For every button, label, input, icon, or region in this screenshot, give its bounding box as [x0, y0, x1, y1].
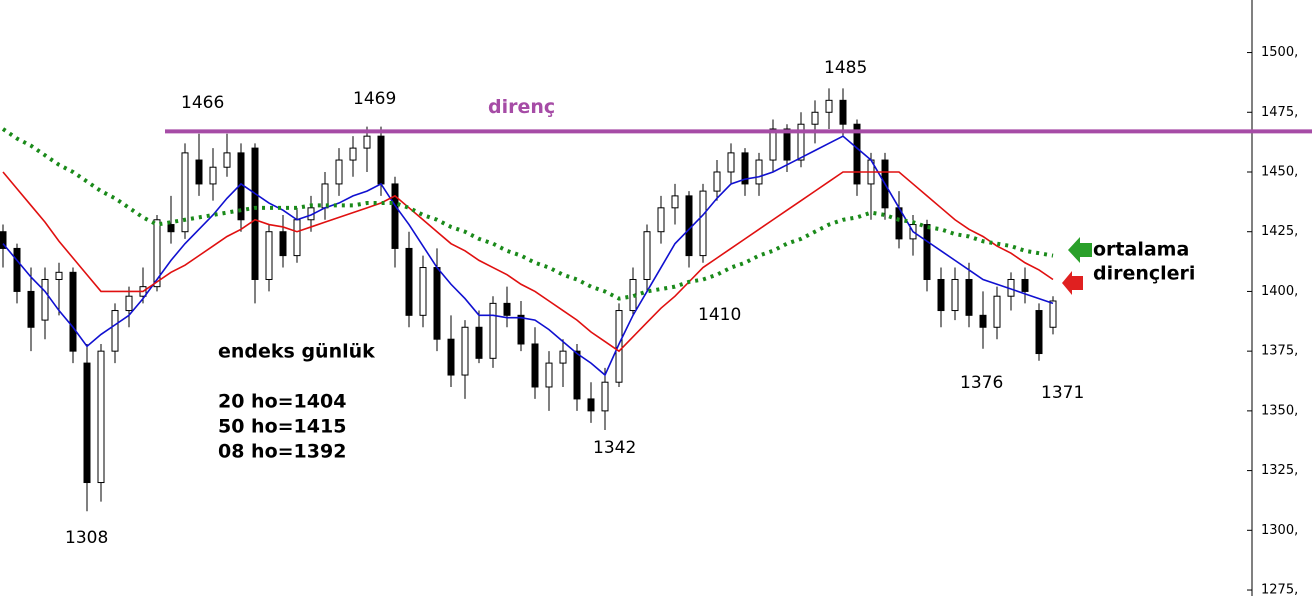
candle-body [853, 123, 861, 185]
y-tick-label: 1475, [1261, 105, 1298, 120]
candle-body [615, 310, 623, 383]
green-arrow [1068, 237, 1092, 263]
candle-body [433, 267, 441, 340]
candle-body [97, 350, 105, 484]
candle-body [223, 152, 231, 168]
candle-body [965, 278, 973, 316]
candle-body [41, 278, 49, 321]
candle-body [125, 295, 133, 312]
candle-body [111, 310, 119, 352]
candle-body [699, 190, 707, 257]
plot-area [0, 88, 1057, 512]
peak-label: 1469 [353, 89, 396, 109]
moving-average [2, 171, 1054, 353]
y-tick-label: 1450, [1261, 164, 1298, 179]
red-arrow [1062, 271, 1083, 295]
y-tick-label: 1350, [1261, 403, 1298, 418]
candle-body [335, 159, 343, 185]
candle-body [251, 147, 259, 280]
candle-body [377, 135, 385, 185]
y-tick-label: 1500, [1261, 45, 1298, 60]
candle-body [279, 231, 287, 257]
peak-label: 1485 [824, 58, 867, 78]
info-text: endeks günlük [218, 341, 375, 363]
candle-body [573, 350, 581, 400]
candle-body [951, 278, 959, 312]
candle-body [545, 362, 553, 388]
candle-body [531, 343, 539, 388]
candle-body [671, 195, 679, 209]
candle-body [839, 99, 847, 125]
peak-label: 1371 [1041, 383, 1084, 403]
candle-body [167, 224, 175, 233]
candle-body [209, 166, 217, 185]
candle-body [685, 195, 693, 257]
candle-body [489, 302, 497, 359]
candle-body [27, 290, 35, 328]
candle-body [741, 152, 749, 185]
candle-body [349, 147, 357, 161]
candle-body [195, 159, 203, 185]
candle-body [447, 338, 455, 376]
peak-label: 1466 [181, 93, 224, 113]
candle-body [153, 219, 161, 288]
y-tick-label: 1300, [1261, 523, 1298, 538]
candle-body [265, 231, 273, 280]
candle-body [293, 219, 301, 257]
candle-body [475, 326, 483, 359]
candle-body [1049, 300, 1057, 328]
peak-label: 1308 [65, 528, 108, 548]
info-text: 08 ho=1392 [218, 441, 346, 463]
candle-body [587, 398, 595, 412]
candle-body [559, 350, 567, 364]
candle-body [979, 314, 987, 328]
candle-body [405, 247, 413, 316]
note-text: ortalama [1093, 239, 1189, 261]
peak-label: 1342 [593, 438, 636, 458]
candle-body [83, 362, 91, 484]
candle-body [713, 171, 721, 192]
candle-body [783, 128, 791, 161]
y-tick-label: 1275, [1261, 583, 1298, 596]
candle-body [13, 247, 21, 292]
candle-body [727, 152, 735, 173]
candle-body [55, 271, 63, 280]
candle-body [1035, 310, 1043, 355]
peak-label: 1410 [698, 305, 741, 325]
candle-body [503, 302, 511, 316]
resistance-label: direnç [488, 96, 555, 118]
info-text: 50 ho=1415 [218, 416, 346, 438]
candle-body [391, 183, 399, 249]
candle-body [1021, 278, 1029, 292]
candle-body [797, 123, 805, 161]
y-tick-label: 1325, [1261, 463, 1298, 478]
candle-body [811, 111, 819, 125]
candle-body [993, 295, 1001, 328]
candle-body [517, 314, 525, 345]
candle-body [461, 326, 469, 376]
candle-body [181, 152, 189, 233]
candle-body [363, 135, 371, 149]
y-tick-label: 1425, [1261, 224, 1298, 239]
candle-body [419, 267, 427, 316]
candle-body [0, 231, 7, 249]
y-tick-label: 1375, [1261, 344, 1298, 359]
moving-average [1, 127, 1054, 301]
y-tick-label: 1400, [1261, 284, 1298, 299]
candle-body [769, 128, 777, 161]
candle-body [923, 224, 931, 280]
candle-body [755, 159, 763, 185]
candle-body [69, 271, 77, 352]
candle-body [643, 231, 651, 280]
candle-body [825, 99, 833, 113]
candle-body [937, 278, 945, 312]
candle-body [601, 381, 609, 412]
note-text: dirençleri [1093, 263, 1195, 285]
info-text: 20 ho=1404 [218, 391, 346, 413]
peak-label: 1376 [960, 373, 1003, 393]
candle-body [657, 207, 665, 233]
